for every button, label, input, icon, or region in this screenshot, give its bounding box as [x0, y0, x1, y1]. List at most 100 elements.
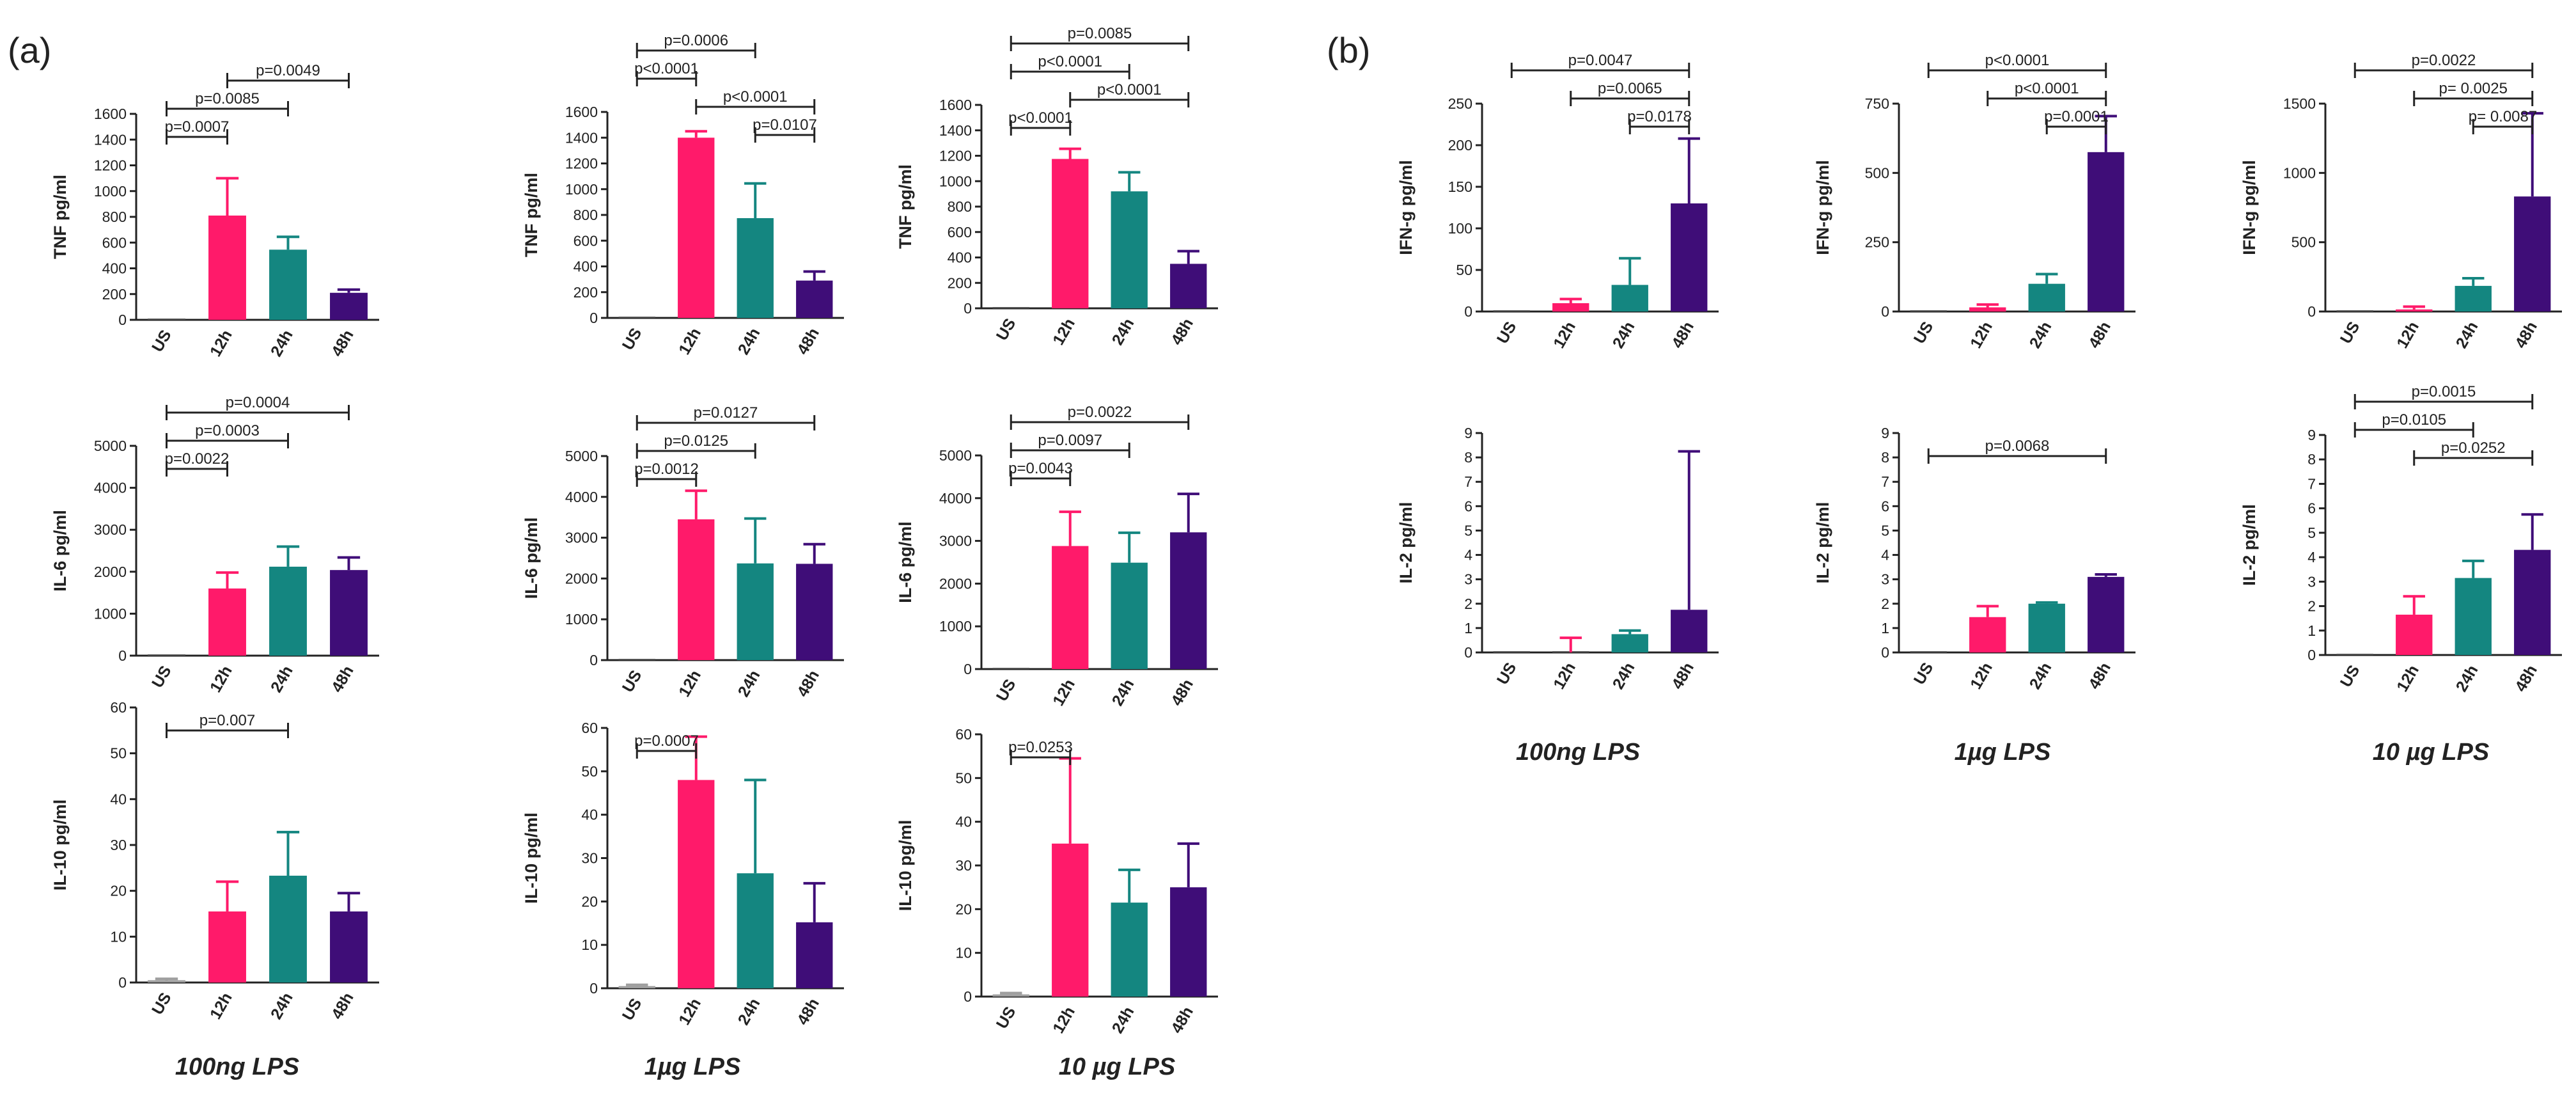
y-tick-label: 2000	[565, 570, 598, 587]
bar-24h	[2028, 603, 2065, 652]
y-tick-label: 400	[102, 260, 127, 277]
y-tick-label: 1000	[939, 173, 972, 189]
chart-6: 0 1000 2000 3000 4000 5000 IL-6 pg/ml US 12h 24h 4…	[896, 404, 1218, 709]
y-axis-label: TNF pg/ml	[522, 173, 541, 257]
y-tick-label: 50	[1456, 262, 1472, 278]
p-value-label: p=0.0049	[256, 62, 320, 79]
p-value-label: p=0.0015	[2412, 383, 2476, 400]
y-tick-label: 4000	[94, 480, 127, 496]
x-tick-label: US	[619, 995, 646, 1023]
y-axis-label: TNF pg/ml	[896, 164, 915, 249]
y-tick-label: 3000	[565, 530, 598, 546]
y-axis-label: IL-2 pg/ml	[1813, 502, 1832, 584]
bar-US	[992, 994, 1029, 997]
y-tick-label: 200	[574, 284, 598, 301]
p-value-label: p=0.0065	[1598, 80, 1662, 97]
y-tick-label: 0	[1464, 303, 1472, 320]
bar-24h	[737, 218, 774, 318]
y-tick-label: 2	[1881, 596, 1889, 612]
x-tick-label: 12h	[207, 990, 236, 1022]
column-caption-a-1: 100ng LPS	[175, 1054, 299, 1080]
y-tick-label: 6	[1464, 498, 1472, 514]
y-tick-label: 1600	[565, 104, 598, 120]
y-axis-label: IL-10 pg/ml	[896, 820, 915, 912]
y-axis-label: IL-6 pg/ml	[896, 521, 915, 603]
x-tick-label: US	[148, 327, 175, 355]
y-tick-label: 1200	[94, 157, 127, 174]
y-tick-label: 50	[581, 763, 598, 780]
x-tick-label: US	[993, 676, 1020, 704]
x-tick-label: 24h	[735, 995, 764, 1028]
p-value-label: p=0.0085	[1068, 25, 1132, 42]
y-tick-label: 60	[581, 720, 598, 736]
y-tick-label: 3	[2307, 573, 2316, 590]
p-value-label: p=0.0085	[195, 90, 260, 107]
p-value-label: p=0.0105	[2382, 411, 2446, 429]
x-tick-label: 48h	[2511, 319, 2541, 351]
x-tick-label: 24h	[735, 667, 764, 700]
p-value-label: p=0.0253	[1008, 739, 1073, 756]
p-value-label: p=0.0022	[2412, 52, 2476, 69]
x-tick-label: 24h	[1609, 659, 1639, 692]
y-tick-label: 3	[1881, 571, 1889, 588]
bar-12h	[678, 138, 715, 318]
x-tick-label: US	[1910, 319, 1937, 347]
bar-48h	[1170, 887, 1207, 997]
y-tick-label: 0	[2307, 647, 2316, 663]
y-tick-label: 0	[1881, 303, 1889, 320]
x-tick-label: 48h	[1167, 676, 1197, 709]
x-tick-label: 12h	[1967, 319, 1996, 351]
x-tick-label: 48h	[2511, 662, 2541, 695]
chart-14: 0 1 2 3 4 5 6 7 8 9 IL-2 pg/ml US 12h 24h 48h p=0.0068	[1813, 425, 2135, 692]
y-axis-label: IL-6 pg/ml	[522, 517, 541, 599]
y-tick-label: 0	[2307, 303, 2316, 320]
y-tick-label: 1000	[94, 183, 127, 200]
y-tick-label: 10	[955, 945, 972, 961]
y-tick-label: 5000	[94, 438, 127, 454]
p-value-label: p=0.0068	[1985, 438, 2050, 455]
y-tick-label: 8	[1464, 449, 1472, 466]
x-tick-label: 48h	[1167, 1004, 1197, 1036]
p-value-label: p=0.0127	[694, 404, 758, 422]
x-tick-label: US	[148, 663, 175, 691]
x-tick-label: 24h	[267, 990, 297, 1022]
p-value-label: p<0.0001	[723, 88, 788, 106]
x-tick-label: 12h	[675, 995, 705, 1028]
x-tick-label: US	[993, 1004, 1020, 1032]
p-value-label: p=0.0003	[195, 422, 260, 439]
x-tick-label: 48h	[793, 325, 823, 358]
x-tick-label: 24h	[2453, 662, 2482, 695]
y-tick-label: 600	[574, 232, 598, 249]
chart-2: 0 200 400 600 800 1000 1200 1400 1600 TNF pg/ml US…	[522, 32, 844, 358]
y-tick-label: 60	[955, 726, 972, 743]
x-tick-label: 24h	[1609, 319, 1639, 351]
y-tick-label: 5000	[939, 447, 972, 464]
column-caption-b-2: 1µg LPS	[1955, 739, 2051, 766]
x-tick-label: 12h	[1049, 676, 1079, 709]
bar-48h	[2088, 152, 2125, 312]
bar-24h	[2455, 578, 2492, 655]
y-tick-label: 10	[581, 936, 598, 953]
y-tick-label: 8	[2307, 451, 2316, 468]
bar-48h	[330, 911, 368, 983]
x-tick-label: US	[619, 667, 646, 695]
y-tick-label: 0	[118, 974, 127, 991]
bar-24h	[1111, 903, 1148, 997]
y-tick-label: 600	[948, 224, 972, 241]
bar-24h	[1611, 285, 1648, 312]
x-tick-label: 48h	[793, 995, 823, 1028]
y-axis-label: IL-2 pg/ml	[2240, 504, 2259, 586]
y-axis-label: IFN-g pg/ml	[1396, 160, 1416, 255]
column-caption-a-2: 1µg LPS	[644, 1054, 741, 1080]
y-tick-label: 20	[955, 901, 972, 917]
x-tick-label: 12h	[1049, 1004, 1079, 1036]
p-value-label: p=0.0125	[664, 432, 728, 450]
y-tick-label: 800	[102, 209, 127, 225]
y-tick-label: 0	[118, 312, 127, 328]
y-tick-label: 1200	[939, 148, 972, 164]
p-value-label: p=0.007	[199, 712, 255, 729]
column-caption-a-3: 10 µg LPS	[1059, 1054, 1175, 1080]
y-tick-label: 200	[1448, 137, 1472, 154]
y-tick-label: 4000	[939, 490, 972, 507]
